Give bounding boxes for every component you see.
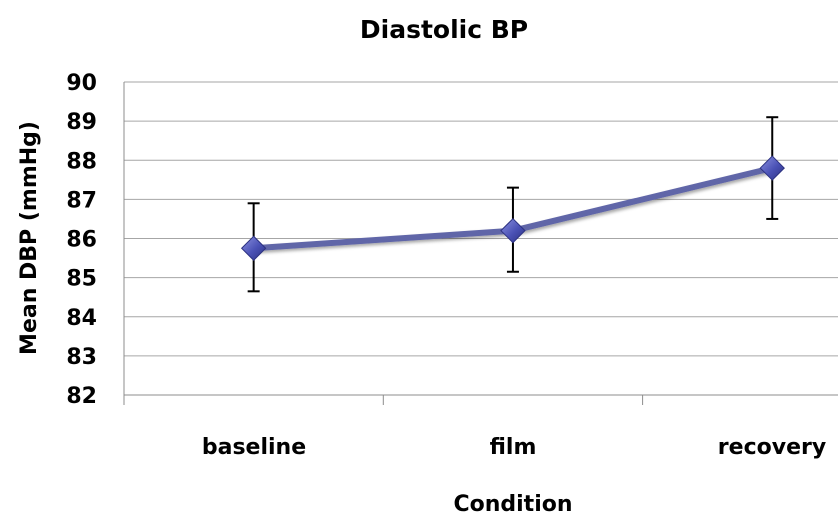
x-tick-label: recovery — [718, 435, 826, 460]
x-tick-label: baseline — [202, 435, 306, 460]
data-point-marker — [500, 217, 526, 244]
series — [240, 116, 785, 293]
y-tick-label: 88 — [66, 149, 97, 174]
x-tick-labels: baseline film recovery — [202, 435, 826, 460]
y-tick-label: 87 — [66, 188, 97, 213]
axes — [123, 82, 838, 405]
x-tick-label: film — [490, 435, 537, 460]
y-tick-label: 89 — [66, 110, 97, 135]
y-tick-labels: 82 83 84 85 86 87 88 89 90 — [66, 71, 97, 409]
data-point-marker — [240, 235, 267, 261]
y-tick-label: 82 — [66, 384, 97, 409]
y-tick-label: 85 — [66, 267, 97, 292]
y-axis-label: Mean DBP (mmHg) — [17, 121, 42, 355]
chart-title: Diastolic BP — [360, 15, 528, 44]
y-tick-label: 86 — [66, 228, 97, 253]
data-point-marker — [759, 155, 785, 181]
x-axis-label: Condition — [453, 492, 572, 517]
y-tick-label: 90 — [66, 71, 97, 96]
y-tick-label: 83 — [66, 345, 97, 370]
y-tick-label: 84 — [66, 306, 97, 331]
gridlines — [124, 81, 838, 357]
